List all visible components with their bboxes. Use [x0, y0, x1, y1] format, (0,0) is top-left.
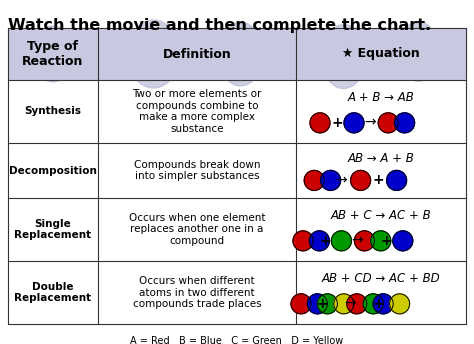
- Text: Definition: Definition: [163, 47, 231, 61]
- Text: Type of
Reaction: Type of Reaction: [22, 40, 84, 68]
- Ellipse shape: [128, 20, 180, 88]
- Circle shape: [318, 294, 337, 314]
- Bar: [8, 28, 466, 80]
- Circle shape: [291, 294, 311, 314]
- Circle shape: [320, 170, 341, 190]
- Text: AB → A + B: AB → A + B: [347, 152, 414, 165]
- Text: →: →: [344, 297, 356, 311]
- Circle shape: [310, 231, 329, 251]
- Circle shape: [293, 231, 313, 251]
- Text: AB + C → AC + B: AB + C → AC + B: [331, 209, 431, 222]
- Text: →: →: [335, 173, 346, 187]
- Circle shape: [304, 170, 324, 190]
- Circle shape: [393, 231, 413, 251]
- Text: Two or more elements or
compounds combine to
make a more complex
substance: Two or more elements or compounds combin…: [132, 89, 262, 134]
- Text: ★ Equation: ★ Equation: [342, 47, 420, 61]
- Text: Compounds break down
into simpler substances: Compounds break down into simpler substa…: [134, 160, 260, 181]
- Text: Synthesis: Synthesis: [25, 107, 82, 117]
- Text: +: +: [331, 116, 343, 130]
- Text: →: →: [364, 116, 376, 130]
- Circle shape: [394, 113, 415, 133]
- Circle shape: [351, 170, 371, 190]
- Circle shape: [344, 113, 364, 133]
- Text: +: +: [373, 297, 384, 311]
- Circle shape: [334, 294, 354, 314]
- Text: A + B → AB: A + B → AB: [347, 91, 414, 104]
- Text: A = Red   B = Blue   C = Green   D = Yellow: A = Red B = Blue C = Green D = Yellow: [130, 336, 344, 344]
- Circle shape: [373, 294, 393, 314]
- Text: Single
Replacement: Single Replacement: [14, 219, 91, 240]
- Text: +: +: [319, 234, 331, 248]
- Text: +: +: [381, 234, 392, 248]
- Text: Occurs when different
atoms in two different
compounds trade places: Occurs when different atoms in two diffe…: [133, 276, 261, 309]
- Ellipse shape: [33, 26, 73, 82]
- Circle shape: [331, 231, 351, 251]
- Text: Double
Replacement: Double Replacement: [14, 282, 91, 303]
- Text: Watch the movie and then complete the chart.: Watch the movie and then complete the ch…: [8, 18, 431, 33]
- Circle shape: [387, 170, 407, 190]
- Circle shape: [347, 294, 367, 314]
- Ellipse shape: [219, 22, 263, 86]
- Circle shape: [355, 231, 374, 251]
- Ellipse shape: [321, 25, 365, 89]
- Circle shape: [363, 294, 383, 314]
- Text: →: →: [352, 234, 363, 248]
- Text: Decomposition: Decomposition: [9, 165, 97, 175]
- Circle shape: [390, 294, 410, 314]
- Ellipse shape: [399, 21, 438, 82]
- Circle shape: [310, 113, 330, 133]
- Circle shape: [378, 113, 398, 133]
- Circle shape: [308, 294, 328, 314]
- Text: AB + CD → AC + BD: AB + CD → AC + BD: [322, 272, 440, 285]
- Text: Occurs when one element
replaces another one in a
compound: Occurs when one element replaces another…: [129, 213, 265, 246]
- Text: +: +: [373, 173, 384, 187]
- Text: +: +: [317, 297, 328, 311]
- Circle shape: [371, 231, 391, 251]
